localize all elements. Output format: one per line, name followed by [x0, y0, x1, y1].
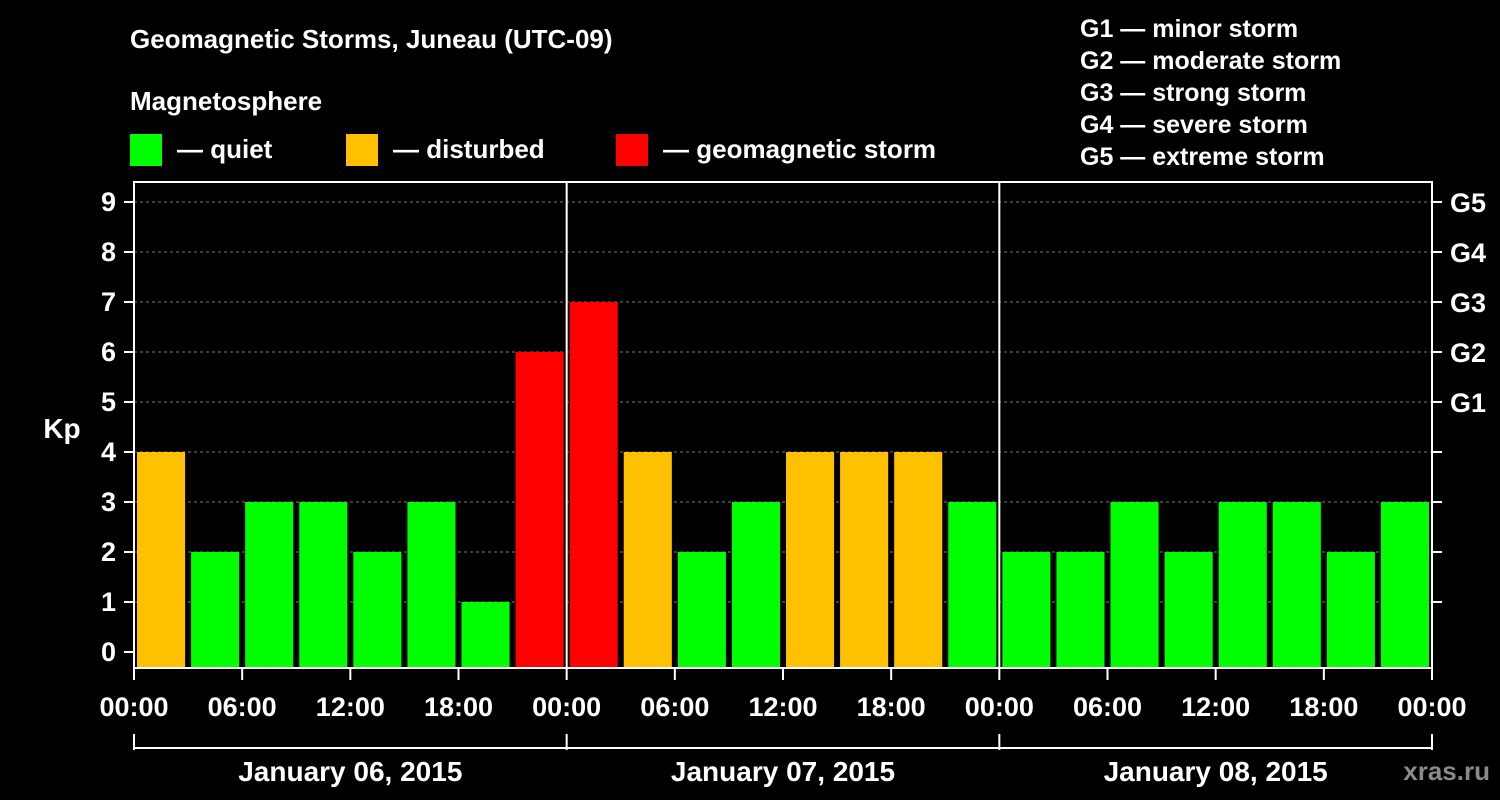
- day-label-2: January 08, 2015: [1104, 756, 1328, 787]
- bar-16: [1002, 552, 1051, 668]
- bar-4: [353, 552, 402, 668]
- y-tick-label-1: 1: [101, 587, 116, 617]
- bar-10: [677, 552, 726, 668]
- legend-label-disturbed: — disturbed: [393, 134, 545, 164]
- right-label-g5: G5: [1450, 188, 1486, 218]
- x-tick-label-3: 18:00: [424, 692, 493, 722]
- legend-swatch-quiet: [130, 134, 162, 166]
- x-axis-ticks: 00:00 06:00 12:00 18:00 00:00 06:00 12:00 18:00…: [99, 668, 1467, 722]
- x-tick-label-11: 18:00: [1289, 692, 1358, 722]
- bar-2: [245, 502, 294, 668]
- bar-23: [1380, 502, 1429, 668]
- x-tick-label-5: 06:00: [640, 692, 709, 722]
- chart-title: Geomagnetic Storms, Juneau (UTC-09): [130, 24, 613, 54]
- section-label: Magnetosphere: [130, 86, 322, 116]
- storm-scale-g4: G4 — severe storm: [1080, 111, 1308, 139]
- legend-label-storm: — geomagnetic storm: [663, 134, 936, 164]
- x-tick-label-2: 12:00: [316, 692, 385, 722]
- bar-13: [840, 452, 889, 668]
- bar-18: [1110, 502, 1159, 668]
- day-label-0: January 06, 2015: [238, 756, 462, 787]
- right-label-g4: G4: [1450, 238, 1486, 268]
- x-tick-label-12: 00:00: [1397, 692, 1466, 722]
- legend-label-quiet: — quiet: [177, 134, 273, 164]
- bar-12: [786, 452, 835, 668]
- x-tick-label-1: 06:00: [208, 692, 277, 722]
- right-label-g1: G1: [1450, 388, 1486, 418]
- gridlines: [134, 201, 1432, 603]
- y-tick-label-3: 3: [101, 487, 116, 517]
- bar-1: [191, 552, 240, 668]
- bar-9: [623, 452, 672, 668]
- bar-15: [948, 502, 997, 668]
- day-labels: January 06, 2015 January 07, 2015 January …: [133, 734, 1433, 787]
- x-tick-label-10: 12:00: [1181, 692, 1250, 722]
- x-tick-label-8: 00:00: [965, 692, 1034, 722]
- legend-swatch-disturbed: [346, 134, 378, 166]
- x-tick-label-4: 00:00: [532, 692, 601, 722]
- bar-5: [407, 502, 456, 668]
- day-label-1: January 07, 2015: [671, 756, 895, 787]
- right-axis-ticks: G1 G2 G3 G4 G5: [1432, 188, 1486, 603]
- y-tick-label-6: 6: [101, 337, 116, 367]
- bar-7: [515, 352, 564, 668]
- bar-14: [894, 452, 943, 668]
- bar-3: [299, 502, 348, 668]
- bar-19: [1164, 552, 1213, 668]
- y-tick-label-5: 5: [101, 387, 116, 417]
- y-tick-label-2: 2: [101, 537, 116, 567]
- y-tick-label-8: 8: [101, 237, 116, 267]
- bar-21: [1272, 502, 1321, 668]
- legend: — quiet — disturbed — geomagnetic storm: [130, 134, 936, 166]
- bar-6: [461, 602, 510, 668]
- storm-scale-g1: G1 — minor storm: [1080, 15, 1298, 43]
- bar-0: [137, 452, 186, 668]
- legend-swatch-storm: [616, 134, 648, 166]
- watermark: xras.ru: [1403, 756, 1490, 786]
- bar-11: [731, 502, 780, 668]
- bar-17: [1056, 552, 1105, 668]
- bars: [137, 302, 1429, 668]
- bar-22: [1326, 552, 1375, 668]
- storm-scale-g3: G3 — strong storm: [1080, 79, 1306, 107]
- y-tick-label-7: 7: [101, 287, 116, 317]
- right-label-g3: G3: [1450, 288, 1486, 318]
- storm-scale-key: G1 — minor storm G2 — moderate storm G3 …: [1080, 15, 1341, 171]
- x-tick-label-0: 00:00: [99, 692, 168, 722]
- y-axis-label: Kp: [43, 413, 80, 444]
- right-label-g2: G2: [1450, 338, 1486, 368]
- x-tick-label-7: 18:00: [857, 692, 926, 722]
- x-tick-label-6: 12:00: [748, 692, 817, 722]
- y-tick-label-9: 9: [101, 187, 116, 217]
- storm-scale-g5: G5 — extreme storm: [1080, 143, 1325, 171]
- storm-scale-g2: G2 — moderate storm: [1080, 47, 1341, 75]
- x-tick-label-9: 06:00: [1073, 692, 1142, 722]
- bar-20: [1218, 502, 1267, 668]
- bar-8: [569, 302, 618, 668]
- y-axis-ticks: 0 1 2 3 4 5 6 7 8 9: [101, 187, 134, 667]
- y-tick-label-0: 0: [101, 637, 116, 667]
- y-tick-label-4: 4: [101, 437, 116, 467]
